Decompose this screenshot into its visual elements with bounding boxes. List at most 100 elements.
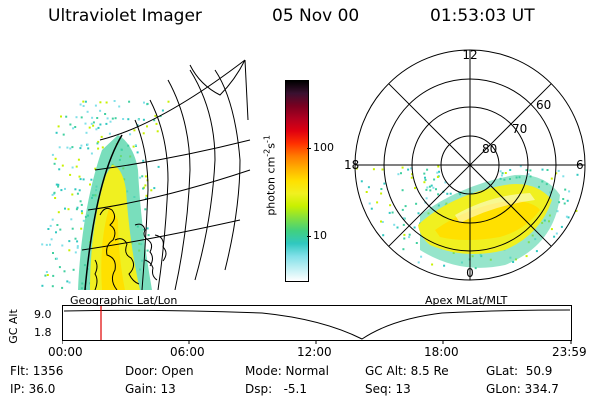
colorbar-tick-10: 10 — [313, 229, 327, 242]
noise-pixel — [555, 172, 558, 175]
xtick-0000: 00:00 — [48, 345, 83, 359]
noise-pixel — [129, 133, 132, 136]
noise-pixel — [155, 122, 158, 125]
mlt-label-0: 0 — [466, 266, 474, 280]
noise-pixel — [436, 171, 439, 174]
noise-pixel — [410, 176, 413, 179]
mlt-label-18: 18 — [344, 158, 359, 172]
noise-pixel — [143, 101, 145, 104]
noise-pixel — [411, 173, 414, 176]
noise-pixel — [74, 251, 77, 254]
geographic-map — [41, 59, 251, 290]
noise-pixel — [97, 147, 100, 150]
noise-pixel — [101, 146, 104, 149]
noise-pixel — [402, 223, 405, 226]
noise-pixel — [64, 207, 66, 210]
noise-pixel — [167, 100, 170, 103]
alt-ytick-9: 9.0 — [34, 308, 52, 321]
noise-pixel — [57, 183, 60, 186]
noise-pixel — [407, 168, 410, 171]
noise-pixel — [89, 183, 91, 186]
noise-pixel — [568, 190, 571, 193]
noise-pixel — [380, 188, 383, 190]
noise-pixel — [60, 115, 62, 118]
noise-pixel — [558, 201, 561, 204]
noise-pixel — [393, 223, 396, 226]
noise-pixel — [127, 118, 130, 121]
noise-pixel — [108, 132, 111, 135]
noise-pixel — [78, 175, 81, 178]
noise-pixel — [501, 172, 504, 175]
noise-pixel — [562, 198, 565, 200]
noise-pixel — [76, 245, 79, 248]
noise-pixel — [57, 185, 60, 188]
noise-pixel — [111, 117, 114, 120]
noise-pixel — [557, 169, 560, 172]
noise-pixel — [564, 188, 567, 191]
noise-pixel — [86, 110, 89, 113]
noise-pixel — [57, 211, 60, 214]
noise-pixel — [512, 261, 515, 263]
noise-pixel — [97, 140, 100, 143]
noise-pixel — [99, 101, 102, 104]
noise-pixel — [118, 105, 121, 108]
noise-pixel — [54, 257, 57, 260]
noise-pixel — [144, 175, 147, 178]
noise-pixel — [54, 157, 57, 160]
noise-pixel — [397, 173, 400, 176]
noise-pixel — [96, 142, 99, 145]
noise-pixel — [44, 274, 47, 277]
noise-pixel — [137, 118, 140, 121]
noise-pixel — [383, 182, 386, 185]
noise-pixel — [145, 194, 148, 197]
noise-pixel — [77, 158, 80, 161]
noise-pixel — [52, 252, 54, 254]
noise-pixel — [80, 116, 83, 119]
noise-pixel — [80, 144, 83, 147]
noise-pixel — [367, 186, 370, 189]
noise-pixel — [91, 116, 94, 119]
noise-pixel — [97, 126, 100, 129]
noise-pixel — [438, 170, 440, 173]
noise-pixel — [550, 228, 553, 231]
noise-pixel — [408, 233, 411, 236]
geographic-latitude: GLat: 50.9 — [486, 364, 553, 378]
noise-pixel — [156, 130, 159, 133]
noise-pixel — [41, 243, 44, 246]
noise-pixel — [396, 226, 399, 229]
noise-pixel — [70, 218, 73, 221]
noise-pixel — [150, 189, 153, 192]
noise-pixel — [444, 181, 447, 184]
noise-pixel — [380, 192, 383, 195]
noise-pixel — [86, 143, 89, 146]
noise-pixel — [45, 271, 48, 273]
noise-pixel — [80, 203, 83, 206]
noise-pixel — [90, 122, 93, 125]
noise-pixel — [71, 166, 74, 169]
noise-pixel — [550, 177, 553, 180]
noise-pixel — [106, 117, 109, 120]
noise-pixel — [425, 197, 428, 200]
noise-pixel — [71, 146, 74, 149]
noise-pixel — [61, 164, 64, 167]
noise-pixel — [75, 116, 78, 119]
noise-pixel — [403, 237, 406, 240]
noise-pixel — [78, 189, 81, 192]
noise-pixel — [425, 188, 428, 191]
noise-pixel — [53, 162, 56, 165]
lat-label-60: 60 — [536, 98, 551, 112]
noise-pixel — [535, 250, 538, 253]
noise-pixel — [429, 189, 432, 192]
xtick-2359: 23:59 — [552, 345, 587, 359]
noise-pixel — [58, 168, 61, 171]
noise-pixel — [408, 236, 411, 239]
alt-ytick-1-8: 1.8 — [34, 326, 52, 339]
noise-pixel — [71, 193, 74, 196]
noise-pixel — [424, 178, 427, 181]
noise-pixel — [69, 147, 72, 150]
noise-pixel — [402, 217, 405, 220]
noise-pixel — [105, 122, 108, 125]
noise-pixel — [50, 238, 53, 241]
noise-pixel — [500, 174, 503, 177]
noise-pixel — [576, 173, 579, 176]
